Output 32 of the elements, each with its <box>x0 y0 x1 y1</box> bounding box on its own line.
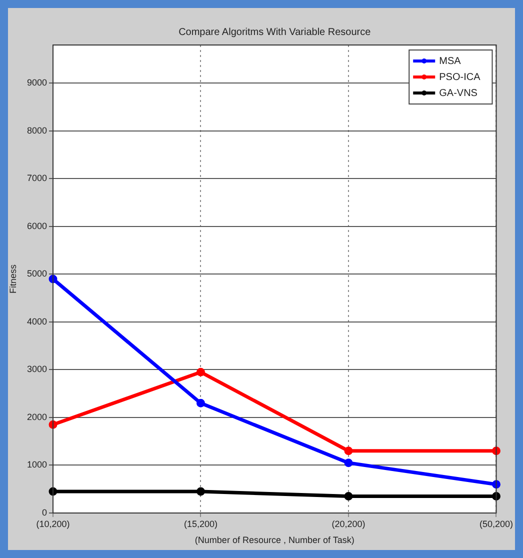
point <box>492 480 500 489</box>
point <box>196 398 205 408</box>
x-tick-label: (10,200) <box>36 518 70 529</box>
point <box>492 446 500 456</box>
point <box>344 446 353 456</box>
point <box>48 274 58 284</box>
y-tick-label: 4000 <box>26 316 47 326</box>
x-tick-label: (50,200) <box>479 518 514 529</box>
point <box>48 487 58 496</box>
point <box>344 492 353 501</box>
legend-label: MSA <box>439 56 462 67</box>
y-tick-label: 7000 <box>26 173 47 184</box>
point <box>492 492 500 501</box>
y-tick-label: 9000 <box>26 78 47 88</box>
y-tick-label: 5000 <box>26 268 47 279</box>
legend-label: PSO-ICA <box>439 72 481 83</box>
point <box>196 487 205 496</box>
point <box>344 458 353 468</box>
y-tick-label: 6000 <box>26 220 47 231</box>
y-tick-label: 3000 <box>26 364 47 374</box>
chart-title: Compare Algoritms With Variable Resource <box>178 26 372 38</box>
point <box>196 368 205 376</box>
y-axis-title: Fitness <box>8 264 18 294</box>
point <box>48 420 58 429</box>
y-tick-label: 8000 <box>26 125 47 136</box>
y-tick-label: 2000 <box>26 412 47 422</box>
y-tick-label: 0 <box>42 507 47 518</box>
x-tick-label: (20,200) <box>332 518 366 529</box>
legend-label: GA-VNS <box>439 88 478 99</box>
x-axis-title: (Number of Resource , Number of Task) <box>194 535 354 546</box>
y-tick-label: 1000 <box>26 460 47 470</box>
x-tick-label: (15,200) <box>184 518 218 529</box>
